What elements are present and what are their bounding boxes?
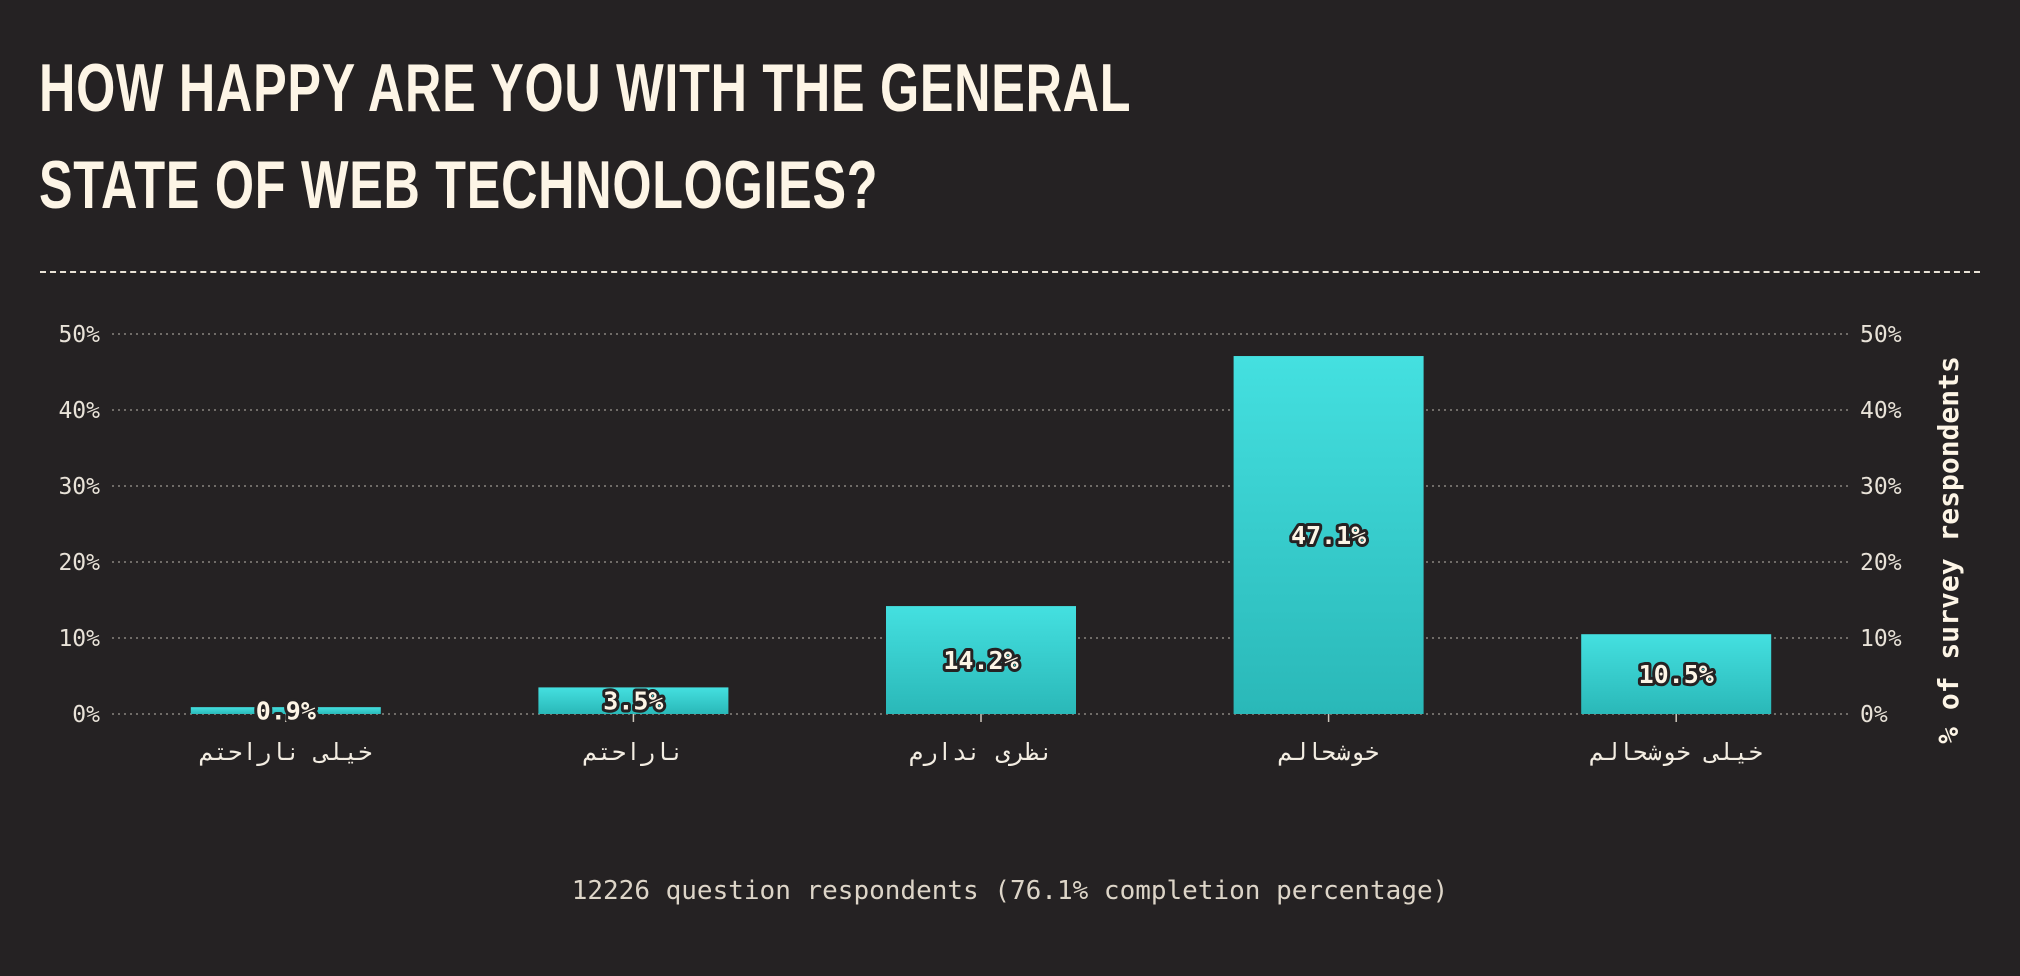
bar — [190, 707, 381, 714]
category-label: خیلی ناراحتم — [199, 738, 372, 766]
bars — [190, 356, 1772, 714]
y-tick-label-right: 10% — [1860, 626, 1902, 652]
category-label: ناراحتم — [583, 738, 684, 766]
gridlines — [112, 333, 1850, 715]
y-tick-label-left: 10% — [58, 626, 100, 652]
title-divider — [40, 271, 1980, 273]
data-label: 47.1% — [1291, 521, 1366, 550]
y-tick-label-left: 50% — [58, 322, 100, 348]
data-label: 14.2% — [943, 646, 1018, 675]
y-tick-label-left: 20% — [58, 550, 100, 576]
data-label: 3.5% — [603, 687, 663, 716]
data-label: 10.5% — [1639, 660, 1714, 689]
data-label: 0.9% — [256, 697, 316, 726]
y-tick-label-right: 0% — [1860, 702, 1888, 728]
y-tick-label-left: 40% — [58, 398, 100, 424]
bar — [886, 606, 1076, 714]
chart-title: HOW HAPPY ARE YOU WITH THE GENERAL STATE… — [39, 50, 1131, 223]
y-tick-label-right: 50% — [1860, 322, 1902, 348]
category-label: خیلی خوشحالم — [1590, 738, 1763, 766]
x-axis: خیلی ناراحتم ناراحتم نظری ندارم خوشحالم خیلی… — [199, 714, 1763, 766]
y-tick-label-left: 0% — [72, 702, 100, 728]
y-tick-label-right: 20% — [1860, 550, 1902, 576]
footer-note: 12226 question respondents (76.1% comple… — [571, 876, 1449, 906]
data-labels: 0.9% 3.5% 14.2% 47.1% 10.5% — [253, 518, 1717, 729]
bar — [1233, 356, 1424, 714]
y-axis-left: 0% 10% 20% 30% 40% 50% — [58, 322, 100, 728]
bar — [1581, 634, 1772, 714]
y-tick-label-right: 30% — [1860, 474, 1902, 500]
bar — [538, 687, 729, 714]
category-label: خوشحالم — [1278, 738, 1379, 766]
y-axis-right: 0% 10% 20% 30% 40% 50% — [1860, 322, 1902, 728]
y-axis-title: % of survey respondents — [1932, 356, 1965, 744]
category-label: نظری ندارم — [909, 738, 1054, 766]
y-tick-label-right: 40% — [1860, 398, 1902, 424]
y-tick-label-left: 30% — [58, 474, 100, 500]
